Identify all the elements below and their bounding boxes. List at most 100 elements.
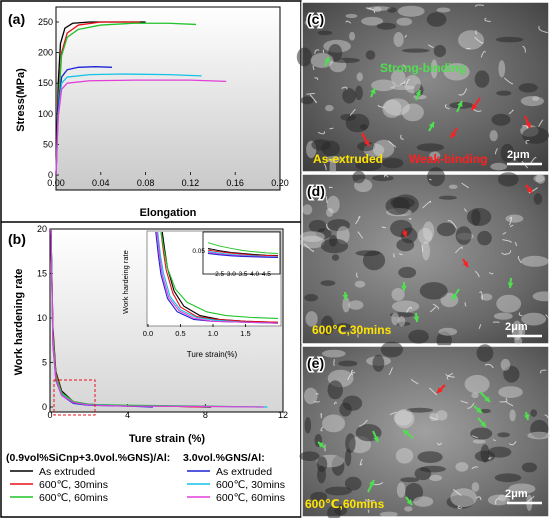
sem-texture-blob [356,250,381,256]
sem-texture-blob [456,226,472,245]
sem-texture-blob [345,433,355,453]
x-tick-label: 0 [47,410,52,420]
x-tick-label: 0.08 [137,178,155,188]
sem-texture-blob [400,477,419,482]
x-tick-label: 8 [203,410,208,420]
sem-texture-blob [355,86,363,101]
sem-texture-blob [397,18,413,26]
panel-e-label: (e) [307,355,324,371]
sem-texture-blob [402,49,430,53]
sem-texture-blob [321,239,348,254]
legend-label: 600℃, 60mins [216,492,285,504]
sem-texture-ridge [321,413,322,418]
sem-texture-blob [470,428,492,440]
x-tick-label: 1.0 [208,329,218,338]
x-tick-label: 0.04 [92,178,110,188]
sem-texture-blob [494,313,513,320]
condition-label-e: 600℃,60mins [305,497,385,511]
sem-texture-blob [477,344,494,362]
sem-texture-blob [382,158,404,168]
sem-texture-blob [366,50,376,59]
sem-texture-blob [332,58,360,63]
x-tick-label: 4.5 [262,271,271,278]
sem-texture-blob [427,167,445,186]
sem-texture-blob [496,37,523,43]
x-tick-label: 0.20 [271,178,289,188]
y-tick-label: 100 [38,109,53,119]
sem-texture-blob [398,267,416,278]
legend-label: 600℃, 60mins [39,492,108,504]
strong-binding-label: Strong-binding [380,61,466,75]
sem-texture-blob [427,12,447,27]
sem-texture-blob [392,301,419,313]
sem-texture-blob [522,463,537,473]
sem-texture-blob [345,477,362,491]
sem-texture-blob [418,228,432,244]
sem-texture-ridge [429,179,431,180]
sem-texture-blob [386,197,410,215]
sem-texture-blob [346,14,358,18]
sem-texture-blob [437,223,456,237]
sem-texture-blob [325,105,334,111]
legend: (0.9vol%SiCnp+3.0vol.%GNS)/Al: 3.0vol.%G… [6,452,285,504]
sem-texture-blob [521,96,544,106]
scale-label-e: 2μm [505,488,528,500]
sem-texture-blob [398,316,405,327]
sem-texture-blob [340,114,356,121]
x-tick-label: 4.0 [250,271,259,278]
sem-texture-blob [473,439,486,443]
sem-texture-blob [439,196,457,200]
sem-texture-blob [519,83,538,92]
x-tick-label: 3.5 [238,271,247,278]
sem-texture-blob [372,175,394,181]
sem-texture-blob [437,8,451,13]
sem-texture-blob [384,98,410,115]
sem-texture-blob [496,295,521,313]
legend-group2-title: 3.0vol.%GNS/Al: [183,452,265,464]
sem-texture-blob [465,375,490,394]
sem-texture-ridge [394,253,395,257]
panel-b-ylabel: Work hardening rate [13,269,25,376]
sem-texture-blob [509,409,515,421]
x-tick-label: 1.5 [240,329,250,338]
y-tick-label: 50 [43,139,53,149]
sem-texture-blob [498,386,523,398]
y-tick-label: 150 [38,78,53,88]
y-tick-label: 250 [38,17,53,27]
sem-texture-blob [392,288,405,301]
sem-texture-blob [342,88,356,103]
sem-texture-blob [322,350,346,358]
sem-texture-blob [349,32,355,41]
sem-texture-blob [304,294,318,301]
sem-texture-blob [321,280,336,286]
sem-texture-blob [301,96,314,104]
sem-texture-blob [397,482,406,498]
sem-texture-blob [417,143,444,151]
sem-texture-blob [398,6,425,17]
sem-texture-blob [491,114,510,126]
sem-texture-blob [408,330,429,344]
legend-label: As extruded [39,466,95,478]
x-tick-label: 0.5 [175,329,185,338]
sem-texture-blob [322,415,345,433]
condition-label-d: 600℃,30mins [312,323,392,337]
sem-texture-blob [475,70,490,87]
sem-texture-blob [318,31,333,36]
panel-c-label: (c) [307,11,324,27]
sem-texture-blob [387,7,397,12]
sem-texture-blob [357,72,363,81]
sem-panel-e: (e) 600℃,60mins 2μm [300,342,550,518]
sem-texture-blob [458,30,484,49]
sem-texture-blob [300,451,320,461]
legend-label: 600℃, 30mins [216,479,285,491]
sem-texture-blob [377,23,396,30]
sem-texture-blob [450,488,477,507]
sem-texture-blob [339,403,351,417]
x-tick-label: 0.12 [182,178,200,188]
y-tick-label: 5 [42,358,47,368]
inset-xlabel: Ture strain(%) [187,350,238,359]
sem-texture-blob [418,451,443,463]
y-tick-label: 0 [42,402,47,412]
